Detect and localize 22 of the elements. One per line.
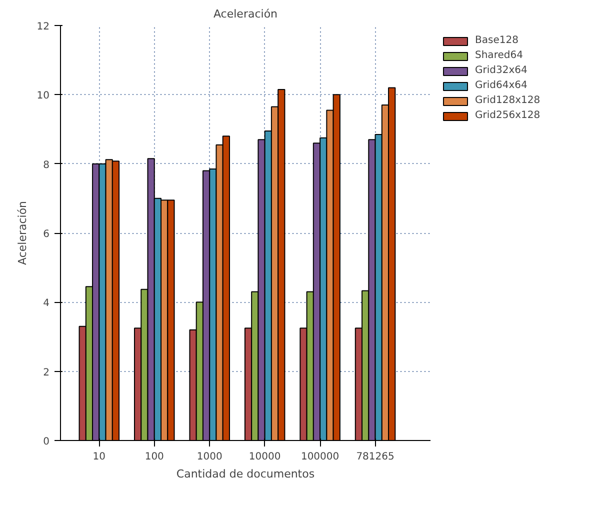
y-tick-label: 6 — [43, 229, 50, 240]
chart-title: Aceleración — [213, 8, 278, 20]
x-tick-label: 100000 — [300, 452, 340, 462]
legend-label: Grid128x128 — [475, 95, 540, 106]
legend-label: Base128 — [475, 35, 518, 46]
y-tick-label: 4 — [43, 298, 50, 310]
x-tick-label: 1000 — [196, 452, 222, 462]
legend-label: Grid64x64 — [475, 80, 528, 91]
legend-label: Grid256x128 — [475, 110, 540, 121]
y-tick-label: 2 — [43, 367, 50, 378]
y-tick-label: 8 — [43, 160, 50, 171]
legend-label: Grid32x64 — [475, 65, 528, 76]
x-axis-title: Cantidad de documentos — [176, 468, 315, 480]
y-axis-title: Aceleración — [16, 200, 29, 266]
y-tick-label: 12 — [36, 22, 50, 32]
legend-label: Shared64 — [475, 50, 523, 61]
x-tick-label: 781265 — [356, 452, 394, 462]
x-tick-label: 10 — [92, 452, 106, 462]
y-tick-label: 10 — [36, 90, 50, 102]
x-tick-label: 10000 — [248, 452, 281, 462]
x-tick-label: 100 — [144, 452, 164, 462]
y-tick-label: 0 — [43, 436, 50, 448]
